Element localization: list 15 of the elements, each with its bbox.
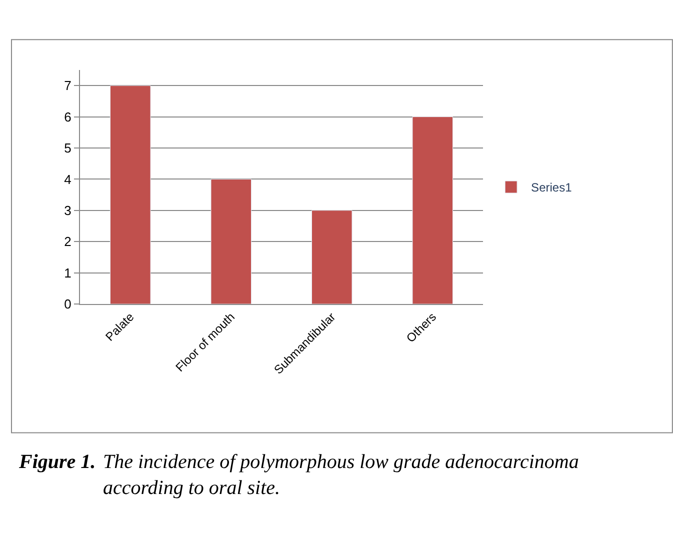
y-tick-label: 3 <box>64 202 72 218</box>
bar <box>412 116 454 304</box>
caption: Figure 1. <box>18 451 96 473</box>
y-tick-label: 2 <box>64 234 72 250</box>
text: The incidence of polymorphous low grade adenocarcinoma according to oral site. <box>103 451 579 499</box>
legend-label: Series1 <box>531 180 572 195</box>
y-tick-label: 1 <box>64 265 72 280</box>
y-tick-label: 0 <box>64 296 72 312</box>
bar <box>110 85 151 304</box>
y-tick-label: 6 <box>64 109 72 124</box>
y-tick-label: 7 <box>64 78 72 94</box>
y-tick-label: 5 <box>64 140 72 156</box>
y-tick-label: 4 <box>64 172 72 187</box>
bar <box>311 210 352 304</box>
bar <box>210 178 252 304</box>
